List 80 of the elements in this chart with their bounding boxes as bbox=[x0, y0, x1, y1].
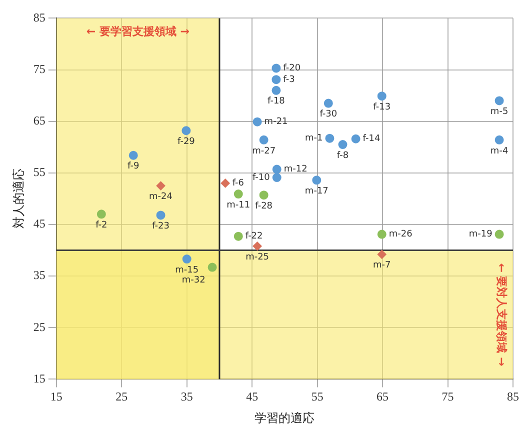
point bbox=[128, 150, 138, 160]
point bbox=[377, 92, 386, 101]
annotation: f-14 bbox=[362, 134, 380, 144]
annotation: f-23 bbox=[152, 222, 170, 232]
y-tick-label: 55 bbox=[33, 165, 46, 180]
x-axis-title: 学習的適応 bbox=[254, 410, 315, 425]
x-tick-label: 45 bbox=[246, 390, 258, 404]
annotation: f-29 bbox=[178, 136, 196, 147]
annotation: m-32 bbox=[182, 276, 206, 286]
point bbox=[325, 134, 334, 143]
x-tick-label: 35 bbox=[180, 390, 193, 404]
annotation: f-13 bbox=[373, 102, 391, 112]
annotation: m-25 bbox=[246, 252, 270, 262]
point bbox=[324, 98, 333, 108]
annotation: f-2 bbox=[96, 220, 108, 231]
point bbox=[234, 232, 243, 241]
x-tick-label: 15 bbox=[50, 390, 62, 404]
point bbox=[259, 135, 268, 144]
annotation: m-24 bbox=[149, 192, 173, 202]
point bbox=[377, 230, 386, 239]
point bbox=[259, 190, 268, 200]
annotation: m-5 bbox=[490, 107, 508, 118]
x-tick-label: 25 bbox=[116, 390, 128, 404]
point bbox=[338, 140, 348, 150]
annotation: m-26 bbox=[388, 230, 413, 240]
point bbox=[182, 126, 191, 136]
annotation: m-4 bbox=[490, 146, 508, 156]
y-tick-label: 85 bbox=[33, 10, 46, 24]
point bbox=[182, 254, 192, 264]
annotation: m-17 bbox=[304, 186, 328, 196]
annotation: f-9 bbox=[128, 162, 140, 172]
annotation: m-27 bbox=[252, 146, 276, 156]
y-tick-label: 75 bbox=[33, 62, 46, 76]
point bbox=[272, 164, 282, 174]
y-tick-label: 65 bbox=[33, 114, 46, 128]
y-tick-label: 45 bbox=[33, 216, 46, 231]
annotation: f-28 bbox=[255, 201, 273, 212]
x-tick-label: 55 bbox=[311, 390, 324, 404]
point bbox=[494, 135, 504, 144]
annotation: m-21 bbox=[264, 117, 288, 128]
point bbox=[272, 173, 282, 182]
annotation: f-8 bbox=[336, 150, 349, 161]
point bbox=[351, 134, 360, 144]
point bbox=[252, 242, 262, 251]
x-tick-label: 75 bbox=[442, 390, 454, 404]
point bbox=[272, 64, 281, 73]
annotation: f-6 bbox=[232, 178, 244, 189]
annotation: m-15 bbox=[175, 265, 199, 276]
annotation: f-30 bbox=[320, 110, 338, 120]
annotation: f-18 bbox=[268, 96, 286, 107]
point bbox=[377, 250, 386, 259]
annotation: m-1 bbox=[304, 134, 323, 144]
point bbox=[272, 86, 281, 95]
point bbox=[156, 181, 166, 190]
point bbox=[494, 96, 504, 106]
annotation: f-20 bbox=[283, 64, 301, 74]
point bbox=[96, 210, 106, 219]
annotation: m-7 bbox=[373, 260, 391, 271]
point bbox=[220, 178, 230, 188]
point bbox=[312, 176, 322, 185]
x-tick-label: 85 bbox=[507, 390, 519, 404]
annotation: f-3 bbox=[283, 74, 295, 85]
annotation: m-19 bbox=[468, 230, 493, 240]
point bbox=[208, 262, 217, 272]
band-label: ← 要学習支援領域 → bbox=[86, 25, 190, 38]
y-tick-label: 15 bbox=[33, 371, 46, 386]
band-label: ← 要対人支援領域 → bbox=[495, 263, 508, 366]
annotation: m-12 bbox=[284, 164, 308, 175]
annotation: m-11 bbox=[226, 200, 250, 210]
y-axis-title: 対人的適応 bbox=[11, 168, 26, 229]
point bbox=[272, 75, 281, 84]
point bbox=[234, 190, 243, 199]
annotation: f-22 bbox=[245, 232, 263, 242]
y-tick-label: 35 bbox=[33, 268, 46, 282]
x-tick-label: 65 bbox=[376, 390, 389, 404]
y-tick-label: 25 bbox=[33, 320, 46, 334]
point bbox=[252, 117, 262, 126]
point bbox=[494, 230, 504, 239]
point bbox=[156, 210, 166, 220]
annotation: f-10 bbox=[252, 172, 270, 183]
